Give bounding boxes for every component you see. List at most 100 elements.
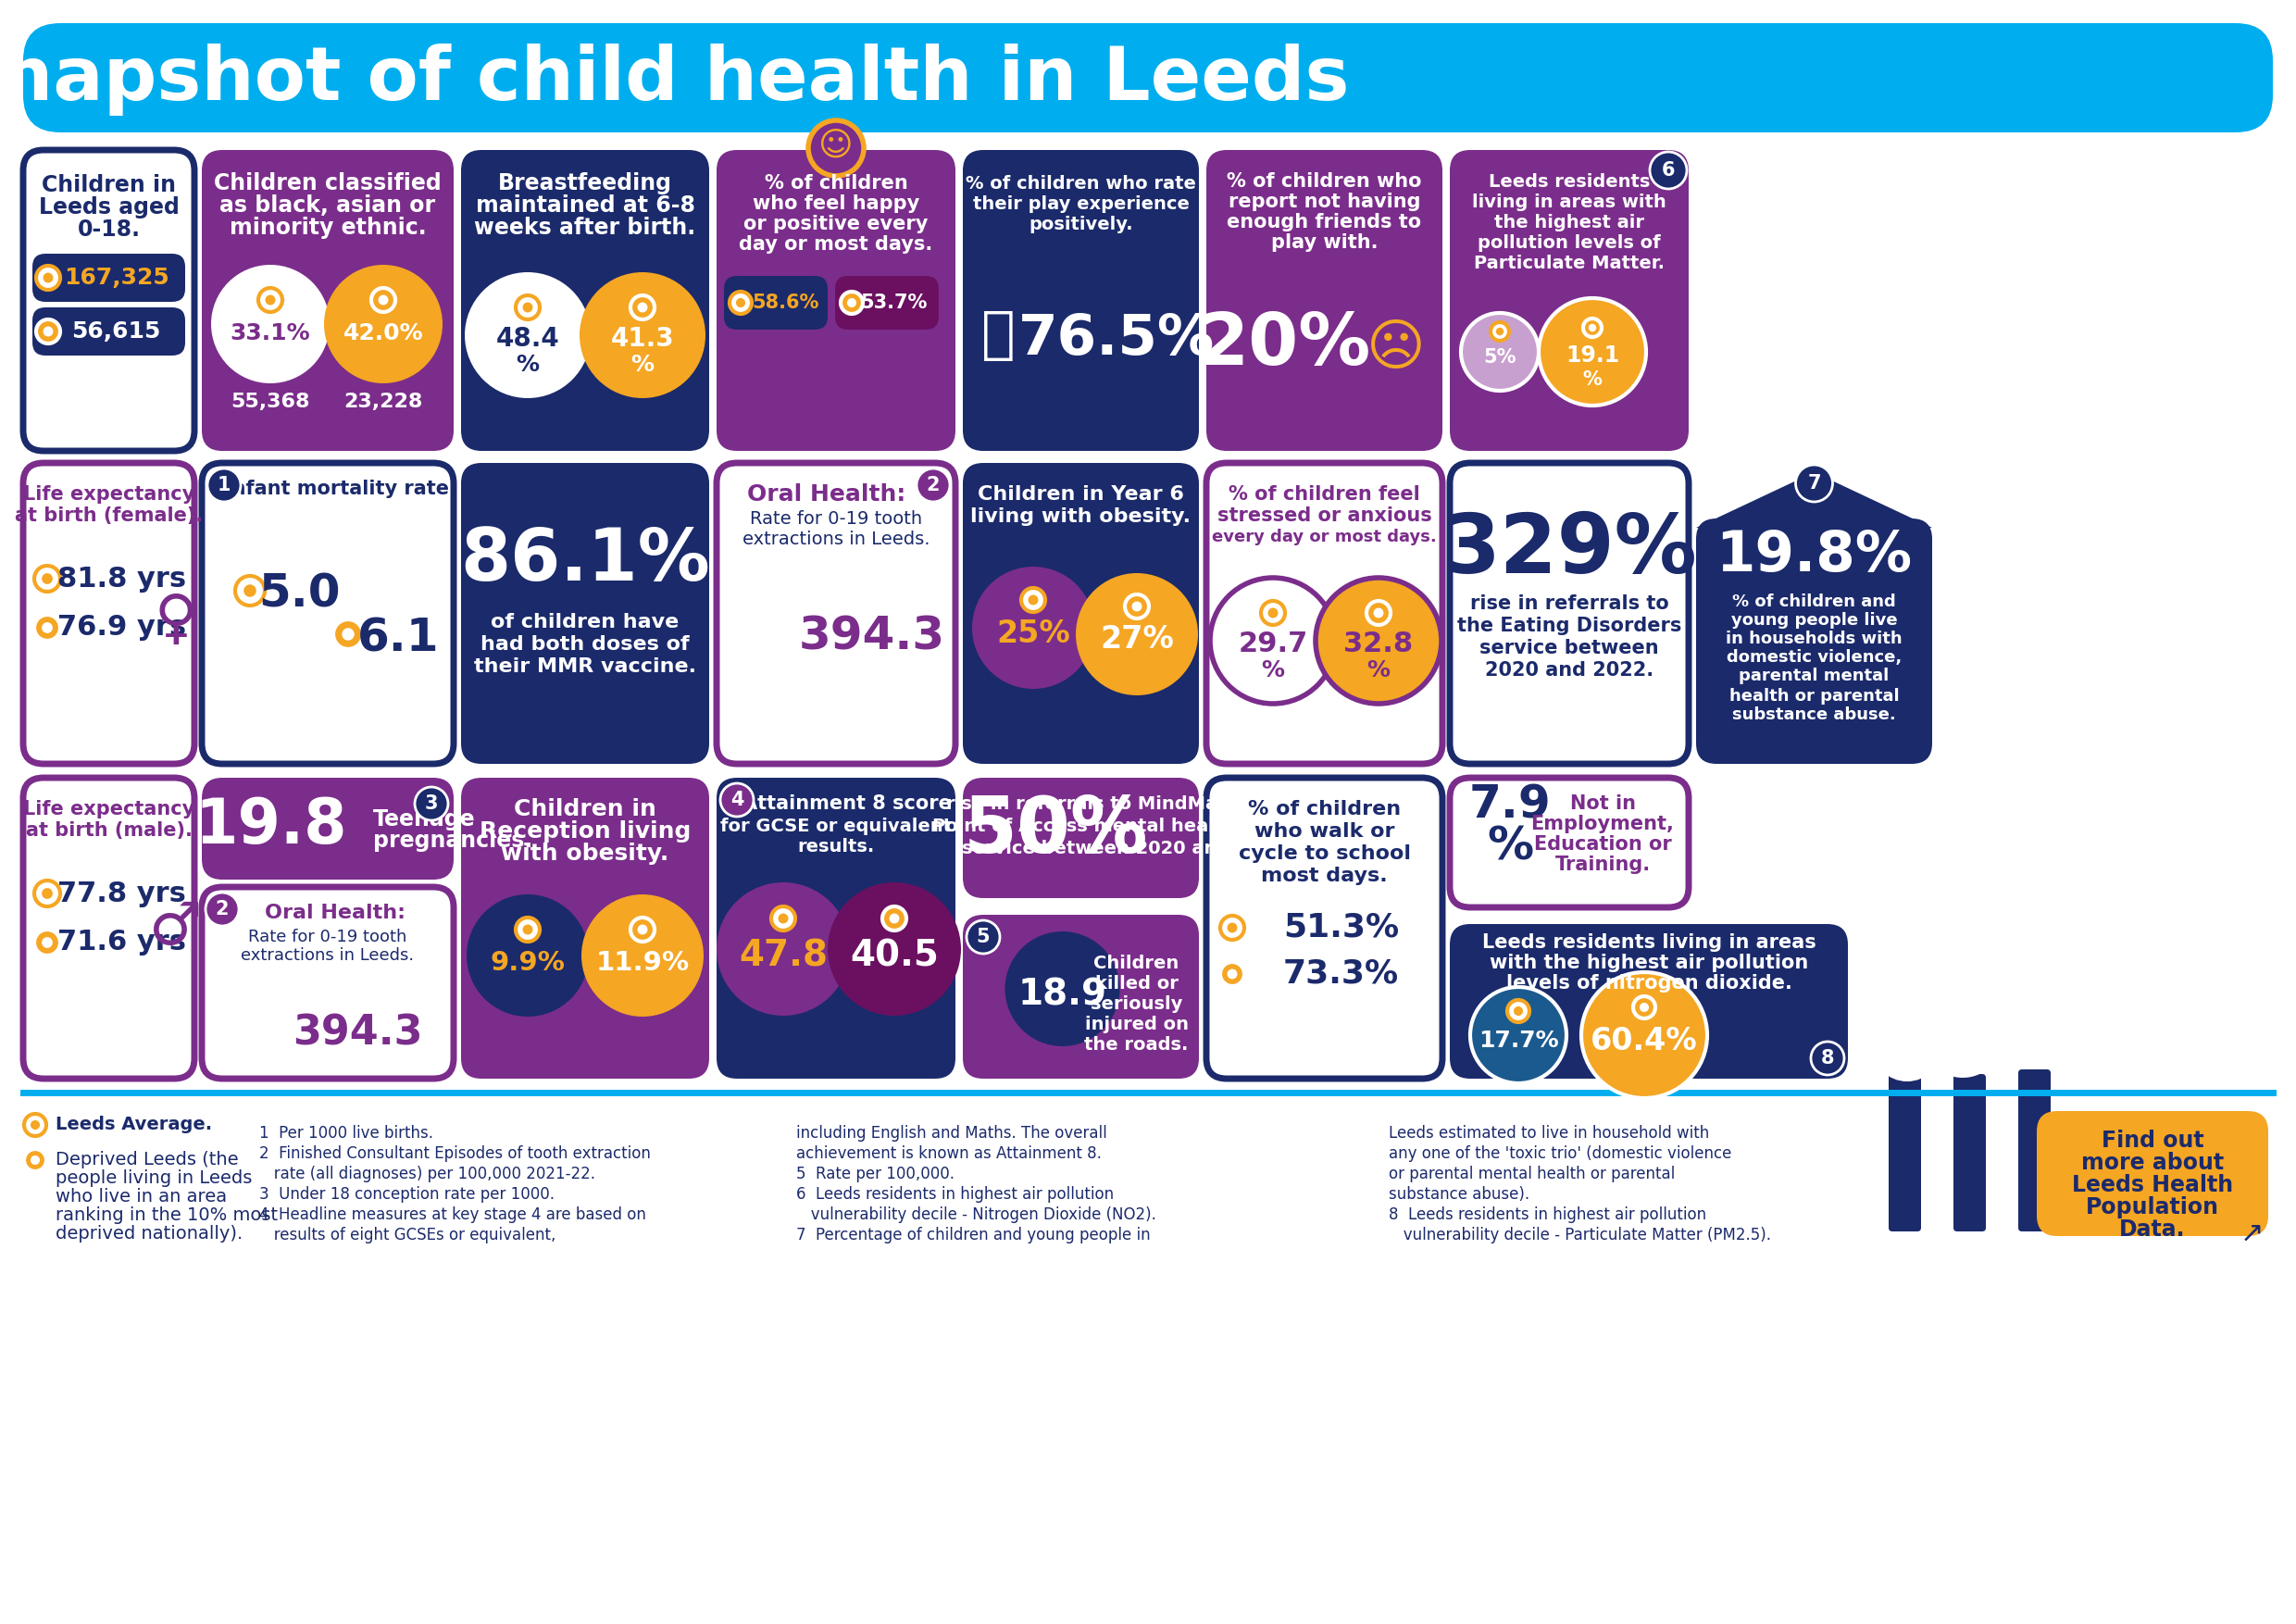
FancyBboxPatch shape	[1449, 149, 1688, 451]
FancyBboxPatch shape	[1205, 463, 1442, 763]
Text: 2020 and 2022.: 2020 and 2022.	[1486, 661, 1653, 679]
Circle shape	[30, 1155, 39, 1164]
Text: at birth (male).: at birth (male).	[25, 822, 193, 840]
Circle shape	[1132, 601, 1141, 612]
Circle shape	[1469, 987, 1566, 1083]
Text: % of children who rate: % of children who rate	[967, 174, 1196, 192]
Text: 55,368: 55,368	[232, 393, 310, 411]
Text: 19.8: 19.8	[195, 796, 347, 856]
Text: 1: 1	[218, 476, 232, 494]
Text: results of eight GCSEs or equivalent,: results of eight GCSEs or equivalent,	[259, 1226, 556, 1244]
Text: 25%: 25%	[996, 619, 1070, 648]
Circle shape	[30, 1121, 39, 1130]
Circle shape	[1210, 578, 1336, 703]
Text: Children classified: Children classified	[214, 172, 441, 195]
Text: Rate for 0-19 tooth: Rate for 0-19 tooth	[751, 510, 923, 528]
Text: who live in an area: who live in an area	[55, 1189, 227, 1207]
Text: 11.9%: 11.9%	[595, 950, 689, 976]
Text: 2: 2	[216, 900, 230, 919]
Text: 👍: 👍	[980, 309, 1015, 362]
Circle shape	[466, 895, 588, 1017]
Text: maintained at 6-8: maintained at 6-8	[475, 195, 696, 216]
Text: Training.: Training.	[1554, 856, 1651, 874]
Circle shape	[44, 326, 53, 336]
Circle shape	[1639, 1002, 1649, 1012]
FancyBboxPatch shape	[32, 253, 186, 302]
Circle shape	[631, 918, 654, 942]
Circle shape	[1855, 913, 1958, 1013]
Circle shape	[211, 265, 331, 383]
Text: injured on: injured on	[1084, 1015, 1189, 1033]
Text: substance abuse).: substance abuse).	[1389, 1186, 1529, 1203]
Text: pollution levels of: pollution levels of	[1479, 234, 1660, 252]
Circle shape	[716, 882, 850, 1015]
FancyBboxPatch shape	[202, 463, 455, 763]
Circle shape	[847, 299, 856, 307]
Text: %: %	[1261, 659, 1283, 682]
Text: 58.6%: 58.6%	[753, 294, 820, 312]
Circle shape	[333, 619, 363, 650]
FancyBboxPatch shape	[23, 778, 195, 1078]
Text: Attainment 8 score: Attainment 8 score	[742, 794, 951, 814]
Text: 0-18.: 0-18.	[78, 219, 140, 240]
Circle shape	[23, 1150, 46, 1171]
Circle shape	[1917, 890, 2007, 979]
Text: 51.3%: 51.3%	[1283, 913, 1398, 944]
Text: 5: 5	[976, 927, 990, 947]
Text: 56,615: 56,615	[71, 320, 161, 343]
Text: Life expectancy: Life expectancy	[23, 486, 195, 503]
FancyBboxPatch shape	[962, 778, 1199, 898]
Text: killed or: killed or	[1095, 974, 1178, 992]
Text: 7: 7	[1807, 474, 1821, 492]
Text: 6: 6	[1662, 161, 1676, 180]
Text: 19.8%: 19.8%	[1715, 528, 1913, 583]
Text: deprived nationally).: deprived nationally).	[55, 1226, 243, 1242]
Text: 42.0%: 42.0%	[342, 322, 422, 344]
Circle shape	[37, 266, 60, 289]
Circle shape	[771, 906, 794, 931]
FancyBboxPatch shape	[2037, 1111, 2268, 1236]
Text: ranking in the 10% most: ranking in the 10% most	[55, 1207, 278, 1224]
Circle shape	[523, 924, 533, 935]
FancyBboxPatch shape	[716, 778, 955, 1078]
Text: Leeds residents: Leeds residents	[1488, 172, 1651, 190]
Text: 40.5: 40.5	[850, 939, 939, 974]
Text: 5  Rate per 100,000.: 5 Rate per 100,000.	[797, 1166, 955, 1182]
Text: Population: Population	[2085, 1197, 2220, 1218]
FancyBboxPatch shape	[836, 276, 939, 330]
Text: Children in: Children in	[41, 174, 177, 197]
Circle shape	[1022, 588, 1045, 612]
Text: extractions in Leeds.: extractions in Leeds.	[241, 947, 413, 965]
FancyBboxPatch shape	[1205, 778, 1442, 1078]
Text: Oral Health:: Oral Health:	[748, 484, 907, 505]
Text: day or most days.: day or most days.	[739, 235, 932, 253]
Circle shape	[234, 577, 264, 606]
Text: weeks after birth.: weeks after birth.	[475, 216, 696, 239]
Text: 76.5%: 76.5%	[1017, 312, 1215, 367]
Text: 53.7%: 53.7%	[861, 294, 928, 312]
Circle shape	[1589, 323, 1596, 331]
Text: Rate for 0-19 tooth: Rate for 0-19 tooth	[248, 929, 406, 945]
FancyBboxPatch shape	[32, 307, 186, 356]
Circle shape	[1871, 1012, 1942, 1082]
Text: 60.4%: 60.4%	[1591, 1025, 1697, 1056]
Text: with obesity.: with obesity.	[501, 843, 668, 864]
FancyBboxPatch shape	[461, 778, 709, 1078]
Circle shape	[631, 296, 654, 320]
Circle shape	[1006, 932, 1120, 1046]
Text: Teenage: Teenage	[372, 809, 475, 830]
Text: Find out: Find out	[2101, 1130, 2204, 1151]
Text: levels of nitrogen dioxide.: levels of nitrogen dioxide.	[1506, 974, 1791, 992]
Text: 77.8 yrs: 77.8 yrs	[57, 880, 186, 906]
FancyBboxPatch shape	[23, 149, 195, 451]
Text: 50%: 50%	[962, 794, 1148, 869]
Text: including English and Maths. The overall: including English and Maths. The overall	[797, 1125, 1107, 1142]
Text: % of children and: % of children and	[1731, 593, 1896, 611]
Text: Children: Children	[1093, 955, 1180, 971]
Text: 33.1%: 33.1%	[230, 322, 310, 344]
Text: 1  Per 1000 live births.: 1 Per 1000 live births.	[259, 1125, 434, 1142]
Circle shape	[41, 937, 53, 948]
Text: or parental mental health or parental: or parental mental health or parental	[1389, 1166, 1676, 1182]
FancyBboxPatch shape	[461, 149, 709, 451]
FancyBboxPatch shape	[716, 149, 955, 451]
